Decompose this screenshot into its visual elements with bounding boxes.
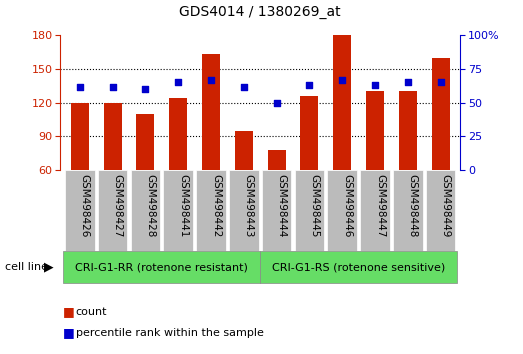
Text: count: count <box>76 307 107 316</box>
Bar <box>229 170 258 251</box>
Point <box>305 82 314 88</box>
Bar <box>169 98 187 170</box>
Text: ▶: ▶ <box>44 261 53 274</box>
Bar <box>98 170 128 251</box>
Text: ■: ■ <box>63 326 74 339</box>
Text: CRI-G1-RS (rotenone sensitive): CRI-G1-RS (rotenone sensitive) <box>272 262 445 272</box>
Bar <box>366 91 384 170</box>
Text: CRI-G1-RR (rotenone resistant): CRI-G1-RR (rotenone resistant) <box>75 262 248 272</box>
Bar <box>260 251 457 283</box>
Bar <box>71 103 89 170</box>
Point <box>240 84 248 89</box>
Text: GSM498427: GSM498427 <box>112 174 122 238</box>
Point <box>207 77 215 82</box>
Text: GSM498445: GSM498445 <box>310 174 320 238</box>
Text: GSM498441: GSM498441 <box>178 174 188 238</box>
Bar <box>393 170 423 251</box>
Text: GSM498448: GSM498448 <box>408 174 418 238</box>
Bar <box>196 170 226 251</box>
Bar <box>327 170 357 251</box>
Point <box>371 82 379 88</box>
Text: GSM498442: GSM498442 <box>211 174 221 238</box>
Bar <box>137 114 154 170</box>
Bar <box>63 251 260 283</box>
Text: GSM498426: GSM498426 <box>80 174 90 238</box>
Text: GSM498447: GSM498447 <box>375 174 385 238</box>
Bar <box>235 131 253 170</box>
Bar <box>131 170 160 251</box>
Bar <box>431 58 450 170</box>
Bar <box>268 150 286 170</box>
Point <box>108 84 117 89</box>
Text: GSM498443: GSM498443 <box>244 174 254 238</box>
Bar <box>104 103 122 170</box>
Bar <box>426 170 456 251</box>
Text: cell line: cell line <box>5 262 48 272</box>
Text: percentile rank within the sample: percentile rank within the sample <box>76 328 264 338</box>
Text: GDS4014 / 1380269_at: GDS4014 / 1380269_at <box>179 5 341 19</box>
Bar <box>262 170 291 251</box>
Bar <box>294 170 324 251</box>
Bar <box>202 55 220 170</box>
Point <box>272 100 281 105</box>
Point <box>338 77 346 82</box>
Point <box>174 80 183 85</box>
Point <box>141 86 150 92</box>
Text: GSM498444: GSM498444 <box>277 174 287 238</box>
Point <box>436 80 445 85</box>
Text: GSM498449: GSM498449 <box>440 174 450 238</box>
Text: ■: ■ <box>63 305 74 318</box>
Bar <box>399 91 417 170</box>
Text: GSM498446: GSM498446 <box>342 174 352 238</box>
Bar <box>360 170 390 251</box>
Point <box>404 80 412 85</box>
Text: GSM498428: GSM498428 <box>145 174 155 238</box>
Bar <box>300 96 319 170</box>
Bar <box>164 170 193 251</box>
Point <box>76 84 84 89</box>
Bar <box>333 35 351 170</box>
Bar <box>65 170 95 251</box>
